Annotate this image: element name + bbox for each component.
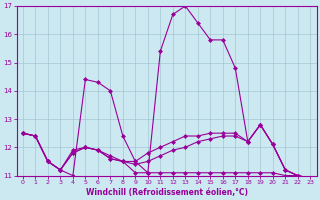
X-axis label: Windchill (Refroidissement éolien,°C): Windchill (Refroidissement éolien,°C) bbox=[85, 188, 248, 197]
